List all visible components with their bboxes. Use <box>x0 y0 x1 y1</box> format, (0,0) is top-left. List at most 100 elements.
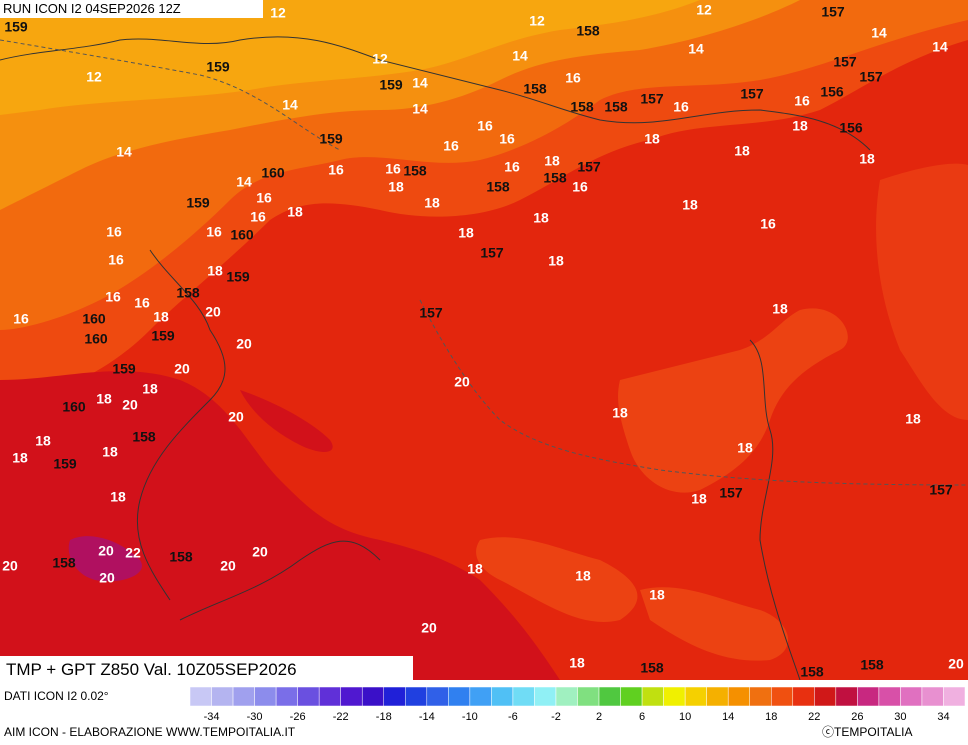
temperature-label: 12 <box>270 5 286 21</box>
field-18-patch <box>476 537 638 622</box>
temperature-label: 20 <box>205 304 221 320</box>
colorbar-label: 14 <box>722 711 734 723</box>
colorbar-cell <box>641 686 664 707</box>
temperature-label: 20 <box>421 620 437 636</box>
field-18-patch <box>876 163 968 420</box>
field-10 <box>0 0 700 115</box>
temperature-label: 16 <box>134 295 150 311</box>
temperature-label: 20 <box>98 543 114 559</box>
temperature-label: 20 <box>122 397 138 413</box>
colorbar-label: 34 <box>937 711 949 723</box>
colorbar-cell <box>211 686 234 707</box>
geopotential-label: 159 <box>53 456 77 472</box>
temperature-label: 20 <box>948 656 964 672</box>
colorbar-cell <box>448 686 471 707</box>
geopotential-label: 158 <box>169 549 193 565</box>
colorbar-cell <box>814 686 837 707</box>
colorbar-cell <box>727 686 750 707</box>
colorbar-cell <box>275 686 298 707</box>
colorbar-cell <box>340 686 363 707</box>
temperature-label: 18 <box>644 131 660 147</box>
colorbar-label: -6 <box>508 711 518 723</box>
field-20 <box>0 371 560 680</box>
geopotential-label: 157 <box>419 305 443 321</box>
temperature-label: 18 <box>575 568 591 584</box>
temperature-label: 22 <box>125 545 141 561</box>
temperature-label: 18 <box>458 225 474 241</box>
temperature-label: 16 <box>499 131 515 147</box>
borders <box>0 36 871 680</box>
temperature-label: 12 <box>696 2 712 18</box>
colorbar-cell <box>512 686 535 707</box>
temperature-label: 14 <box>871 25 887 41</box>
geopotential-label: 158 <box>543 170 567 186</box>
geopotential-label: 158 <box>403 163 427 179</box>
temperature-label: 18 <box>142 381 158 397</box>
colorbar-label: 26 <box>851 711 863 723</box>
geopotential-label: 156 <box>839 120 863 136</box>
temperature-label: 14 <box>932 39 948 55</box>
colorbar-cell <box>663 686 686 707</box>
temperature-label: 18 <box>569 655 585 671</box>
geopotential-label: 159 <box>226 269 250 285</box>
colorbar-label: -18 <box>376 711 392 723</box>
field-20-patch <box>240 390 333 452</box>
temperature-label: 16 <box>673 99 689 115</box>
map-title: TMP + GPT Z850 Val. 10Z05SEP2026 <box>6 660 297 679</box>
temperature-label: 18 <box>287 204 303 220</box>
geopotential-label: 158 <box>523 81 547 97</box>
geopotential-label: 160 <box>230 227 254 243</box>
temperature-label: 16 <box>477 118 493 134</box>
temperature-label: 18 <box>12 450 28 466</box>
colorbar-cell <box>383 686 406 707</box>
colorbar-cell <box>921 686 944 707</box>
geopotential-label: 159 <box>112 361 136 377</box>
temperature-label: 18 <box>153 309 169 325</box>
colorbar-cell <box>189 686 212 707</box>
colorbar-cell <box>405 686 428 707</box>
colorbar-cell <box>254 686 277 707</box>
colorbar-label: 2 <box>596 711 602 723</box>
temperature-label: 14 <box>116 144 132 160</box>
temperature-label: 14 <box>236 174 252 190</box>
geopotential-label: 157 <box>719 485 743 501</box>
run-box <box>0 0 263 18</box>
field-18-patch <box>618 308 848 493</box>
geopotential-label: 159 <box>319 131 343 147</box>
temperature-label: 18 <box>612 405 628 421</box>
colorbar-cell <box>361 686 385 707</box>
coast <box>749 339 801 680</box>
geopotential-label: 157 <box>859 69 883 85</box>
temperature-label: 16 <box>504 159 520 175</box>
geopotential-label: 158 <box>570 99 594 115</box>
credit: AIM ICON - ELABORAZIONE WWW.TEMPOITALIA.… <box>4 725 296 739</box>
temperature-label: 18 <box>544 153 560 169</box>
geopotential-label: 158 <box>486 179 510 195</box>
colorbar-cell <box>792 686 815 707</box>
colorbar-label: 18 <box>765 711 777 723</box>
geopotential-label: 157 <box>480 245 504 261</box>
colorbar-cell <box>771 686 794 707</box>
colorbar-cell <box>878 686 901 707</box>
temperature-label: 16 <box>108 252 124 268</box>
temperature-label: 20 <box>454 374 470 390</box>
geopotential-label: 158 <box>604 99 628 115</box>
geopotential-label: 160 <box>62 399 86 415</box>
geopotential-label: 160 <box>82 311 106 327</box>
temperature-label: 20 <box>228 409 244 425</box>
geopotential-label: 159 <box>4 19 28 35</box>
data-source: DATI ICON I2 0.02° <box>4 689 109 703</box>
geopotential-label: 159 <box>206 59 230 75</box>
temperature-label: 20 <box>220 558 236 574</box>
temperature-label: 18 <box>533 210 549 226</box>
temperature-label: 18 <box>649 587 665 603</box>
border <box>136 249 226 601</box>
temperature-label: 18 <box>734 143 750 159</box>
isohypses <box>0 39 968 486</box>
run-info: RUN ICON I2 04SEP2026 12Z <box>3 1 181 16</box>
coast <box>179 540 381 621</box>
geopotential-label: 156 <box>820 84 844 100</box>
colorbar-label: 10 <box>679 711 691 723</box>
temperature-label: 18 <box>859 151 875 167</box>
